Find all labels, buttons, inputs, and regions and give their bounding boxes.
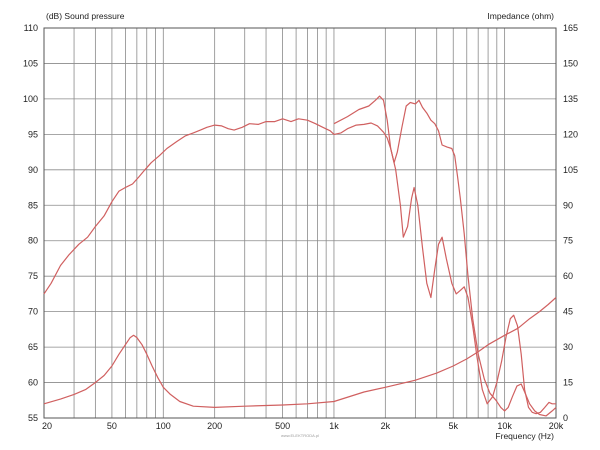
y-tick-label: 95 xyxy=(28,129,38,139)
y-axis-title: (dB) Sound pressure xyxy=(46,11,125,21)
y-tick-label: 65 xyxy=(28,342,38,352)
x-tick-label: 10k xyxy=(497,421,512,431)
y-tick-label: 105 xyxy=(23,58,38,68)
y2-tick-label: 60 xyxy=(563,271,573,281)
y2-tick-label: 165 xyxy=(563,23,578,33)
y2-tick-label: 75 xyxy=(563,236,573,246)
y2-tick-label: 15 xyxy=(563,378,573,388)
x-tick-label: 1k xyxy=(329,421,339,431)
y2-axis-title: Impedance (ohm) xyxy=(487,11,554,21)
x-axis-title: Frequency (Hz) xyxy=(495,431,554,441)
y2-tick-label: 150 xyxy=(563,58,578,68)
y-tick-label: 75 xyxy=(28,271,38,281)
y-tick-label: 60 xyxy=(28,378,38,388)
y2-tick-label: 45 xyxy=(563,307,573,317)
x-tick-label: 5k xyxy=(448,421,458,431)
y2-tick-label: 0 xyxy=(563,413,568,423)
x-tick-label: 20 xyxy=(42,421,52,431)
impedance-curve xyxy=(43,297,557,408)
left-axis-ticks: 55 60 65 70 75 80 85 90 95 100 105 110 xyxy=(23,23,38,423)
y2-tick-label: 90 xyxy=(563,200,573,210)
y-tick-label: 110 xyxy=(24,23,38,33)
y2-tick-label: 120 xyxy=(563,129,578,139)
y-tick-label: 100 xyxy=(23,94,38,104)
right-axis-ticks: 0 15 30 45 60 75 90 105 120 135 150 165 xyxy=(563,23,578,423)
x-tick-label: 20k xyxy=(549,421,564,431)
spl-curve-2 xyxy=(333,95,557,417)
x-axis-ticks: 20 50 100 200 500 1k 2k 5k 10k 20k xyxy=(42,421,564,431)
x-tick-label: 200 xyxy=(207,421,222,431)
y-tick-label: 55 xyxy=(28,413,38,423)
x-tick-label: 50 xyxy=(107,421,117,431)
y2-tick-label: 135 xyxy=(563,94,578,104)
watermark-text: www.ELEKTRODA.pl xyxy=(281,433,319,438)
x-tick-label: 2k xyxy=(381,421,391,431)
series-group xyxy=(43,95,557,417)
y2-tick-label: 30 xyxy=(563,342,573,352)
y-tick-label: 85 xyxy=(28,200,38,210)
y-tick-label: 80 xyxy=(28,236,38,246)
x-tick-label: 500 xyxy=(275,421,290,431)
y2-tick-label: 105 xyxy=(563,165,578,175)
plot-frame xyxy=(43,27,557,419)
y-tick-label: 90 xyxy=(28,165,38,175)
y-tick-label: 70 xyxy=(28,307,38,317)
x-tick-label: 100 xyxy=(156,421,171,431)
spl-curve-1 xyxy=(43,118,556,415)
